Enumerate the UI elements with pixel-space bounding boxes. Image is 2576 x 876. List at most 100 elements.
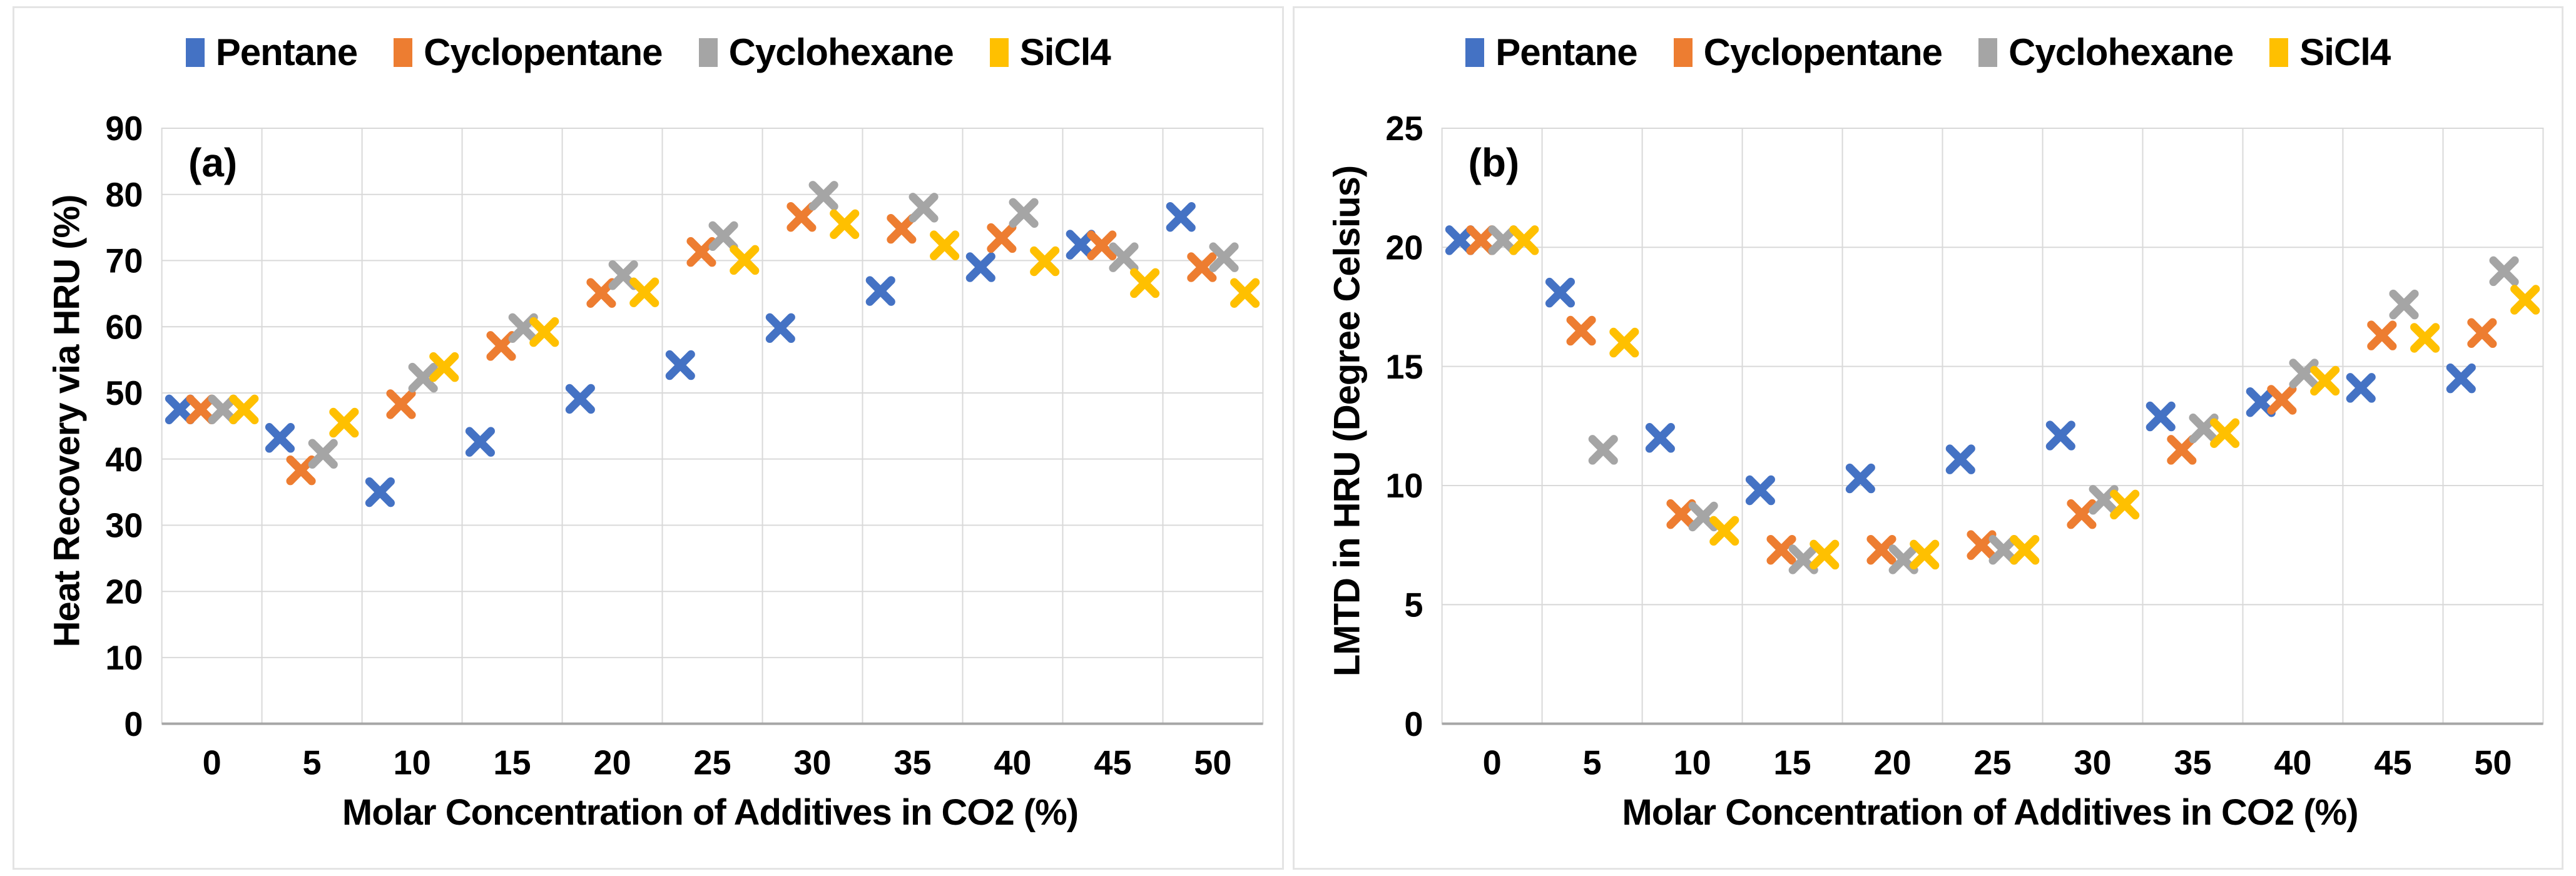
x-tick-label: 0	[1482, 743, 1501, 782]
legend-label: Cyclopentane	[424, 31, 663, 73]
marker-pentane	[1066, 230, 1096, 260]
marker-cyclopentane	[1465, 225, 1496, 255]
marker-sicl4	[2510, 285, 2540, 315]
marker-cyclopentane	[887, 213, 917, 244]
x-tick-label: 5	[303, 743, 322, 782]
marker-cyclopentane	[686, 237, 716, 267]
marker-sicl4	[2009, 534, 2039, 565]
y-tick-label: 5	[1404, 586, 1423, 624]
x-tick-label: 20	[1873, 743, 1911, 782]
marker-cyclohexane	[2488, 256, 2519, 287]
x-axis-title-a: Molar Concentration of Additives in CO2 …	[342, 792, 1079, 833]
marker-sicl4	[1609, 327, 1639, 358]
legend-item-cyclopentane: Cyclopentane	[1673, 31, 1943, 74]
legend-item-cyclohexane: Cyclohexane	[1978, 31, 2234, 74]
marker-cyclopentane	[1565, 315, 1596, 346]
marker-cyclopentane	[2166, 435, 2196, 465]
marker-cyclopentane	[1087, 230, 1117, 260]
marker-cyclohexane	[2388, 289, 2419, 320]
marker-pentane	[1845, 463, 1875, 494]
legend-item-sicl4: SiCl4	[2269, 31, 2391, 74]
y-tick-label: 90	[105, 109, 143, 148]
x-tick-label: 50	[2474, 743, 2512, 782]
x-tick-label: 20	[593, 743, 631, 782]
marker-cyclopentane	[1766, 534, 1796, 565]
x-tick-label: 30	[2074, 743, 2111, 782]
marker-cyclopentane	[987, 223, 1017, 253]
y-tick-label: 15	[1385, 348, 1423, 386]
legend-label: SiCl4	[2299, 31, 2391, 73]
marker-sicl4	[2410, 323, 2440, 353]
marker-cyclopentane	[186, 394, 216, 425]
marker-cyclopentane	[1866, 534, 1896, 565]
marker-pentane	[965, 252, 995, 282]
marker-cyclohexane	[1109, 242, 1139, 272]
x-tick-label: 40	[994, 743, 1031, 782]
marker-cyclohexane	[808, 181, 838, 211]
marker-pentane	[2346, 373, 2376, 403]
panel-letter-a: (a)	[188, 140, 238, 185]
marker-pentane	[2146, 401, 2176, 432]
marker-pentane	[1545, 277, 1575, 308]
marker-sicl4	[329, 407, 359, 438]
y-axis-title-a: Heat Recovery via HRU (%)	[46, 195, 88, 648]
marker-cyclohexane	[1209, 242, 1239, 272]
y-tick-label: 70	[105, 242, 143, 280]
sicl4-swatch-icon	[2269, 38, 2289, 67]
marker-cyclopentane	[1966, 530, 1997, 560]
marker-cyclohexane	[2289, 359, 2319, 389]
marker-sicl4	[229, 394, 259, 425]
x-tick-label: 45	[2374, 743, 2411, 782]
y-tick-label: 20	[1385, 228, 1423, 267]
marker-pentane	[765, 313, 795, 344]
marker-pentane	[1645, 423, 1675, 453]
marker-sicl4	[2309, 365, 2339, 396]
y-tick-label: 20	[105, 573, 143, 611]
x-tick-label: 5	[1582, 743, 1601, 782]
cyclohexane-swatch-icon	[698, 38, 718, 67]
marker-sicl4	[730, 245, 760, 275]
y-tick-label: 80	[105, 176, 143, 214]
legend-item-cyclopentane: Cyclopentane	[394, 31, 663, 74]
legend-label: Pentane	[1495, 31, 1637, 73]
y-tick-label: 10	[1385, 467, 1423, 505]
marker-cyclopentane	[386, 389, 416, 419]
marker-cyclopentane	[586, 278, 616, 308]
marker-cyclohexane	[1488, 225, 1518, 255]
marker-pentane	[2045, 420, 2075, 451]
x-tick-label: 0	[203, 743, 221, 782]
legend-a: Pentane Cyclopentane Cyclohexane SiCl4	[14, 31, 1282, 74]
y-tick-label: 10	[105, 639, 143, 677]
x-tick-label: 45	[1094, 743, 1131, 782]
marker-sicl4	[629, 277, 659, 307]
heat-recovery-scatter-plot: 0 10 20 30 40 50 60 70 80 90 0 5 10 15 20 25 30 35 40 45 50	[105, 109, 1264, 782]
plot-border	[161, 127, 1264, 725]
marker-pentane	[665, 350, 695, 380]
marker-pentane	[565, 384, 595, 414]
lmtd-scatter-plot: 0 5 10 15 20 25 0 5 10 15 20 25 30 35 40 45 50	[1385, 109, 2543, 782]
marker-sicl4	[930, 230, 960, 260]
marker-pentane	[1166, 201, 1196, 232]
marker-sicl4	[529, 317, 559, 347]
marker-cyclopentane	[2467, 318, 2497, 349]
marker-cyclopentane	[2366, 320, 2396, 350]
y-tick-label: 25	[1385, 109, 1423, 148]
marker-sicl4	[2109, 489, 2139, 520]
panel-a: Pentane Cyclopentane Cyclohexane SiCl4 (…	[13, 6, 1284, 870]
x-tick-label: 10	[394, 743, 431, 782]
x-tick-label: 15	[493, 743, 531, 782]
marker-cyclohexane	[1988, 534, 2019, 565]
marker-sicl4	[1909, 539, 1939, 570]
x-tick-label: 30	[793, 743, 831, 782]
marker-pentane	[465, 427, 495, 457]
cyclopentane-swatch-icon	[394, 38, 413, 67]
y-tick-label: 50	[105, 374, 143, 412]
marker-cyclopentane	[1187, 252, 1217, 282]
marker-cyclohexane	[909, 193, 939, 223]
legend-item-cyclohexane: Cyclohexane	[698, 31, 954, 74]
x-tick-label: 50	[1194, 743, 1231, 782]
legend-item-pentane: Pentane	[185, 31, 358, 74]
x-tick-label: 10	[1673, 743, 1711, 782]
marker-pentane	[865, 276, 895, 306]
y-tick-label: 60	[105, 308, 143, 346]
